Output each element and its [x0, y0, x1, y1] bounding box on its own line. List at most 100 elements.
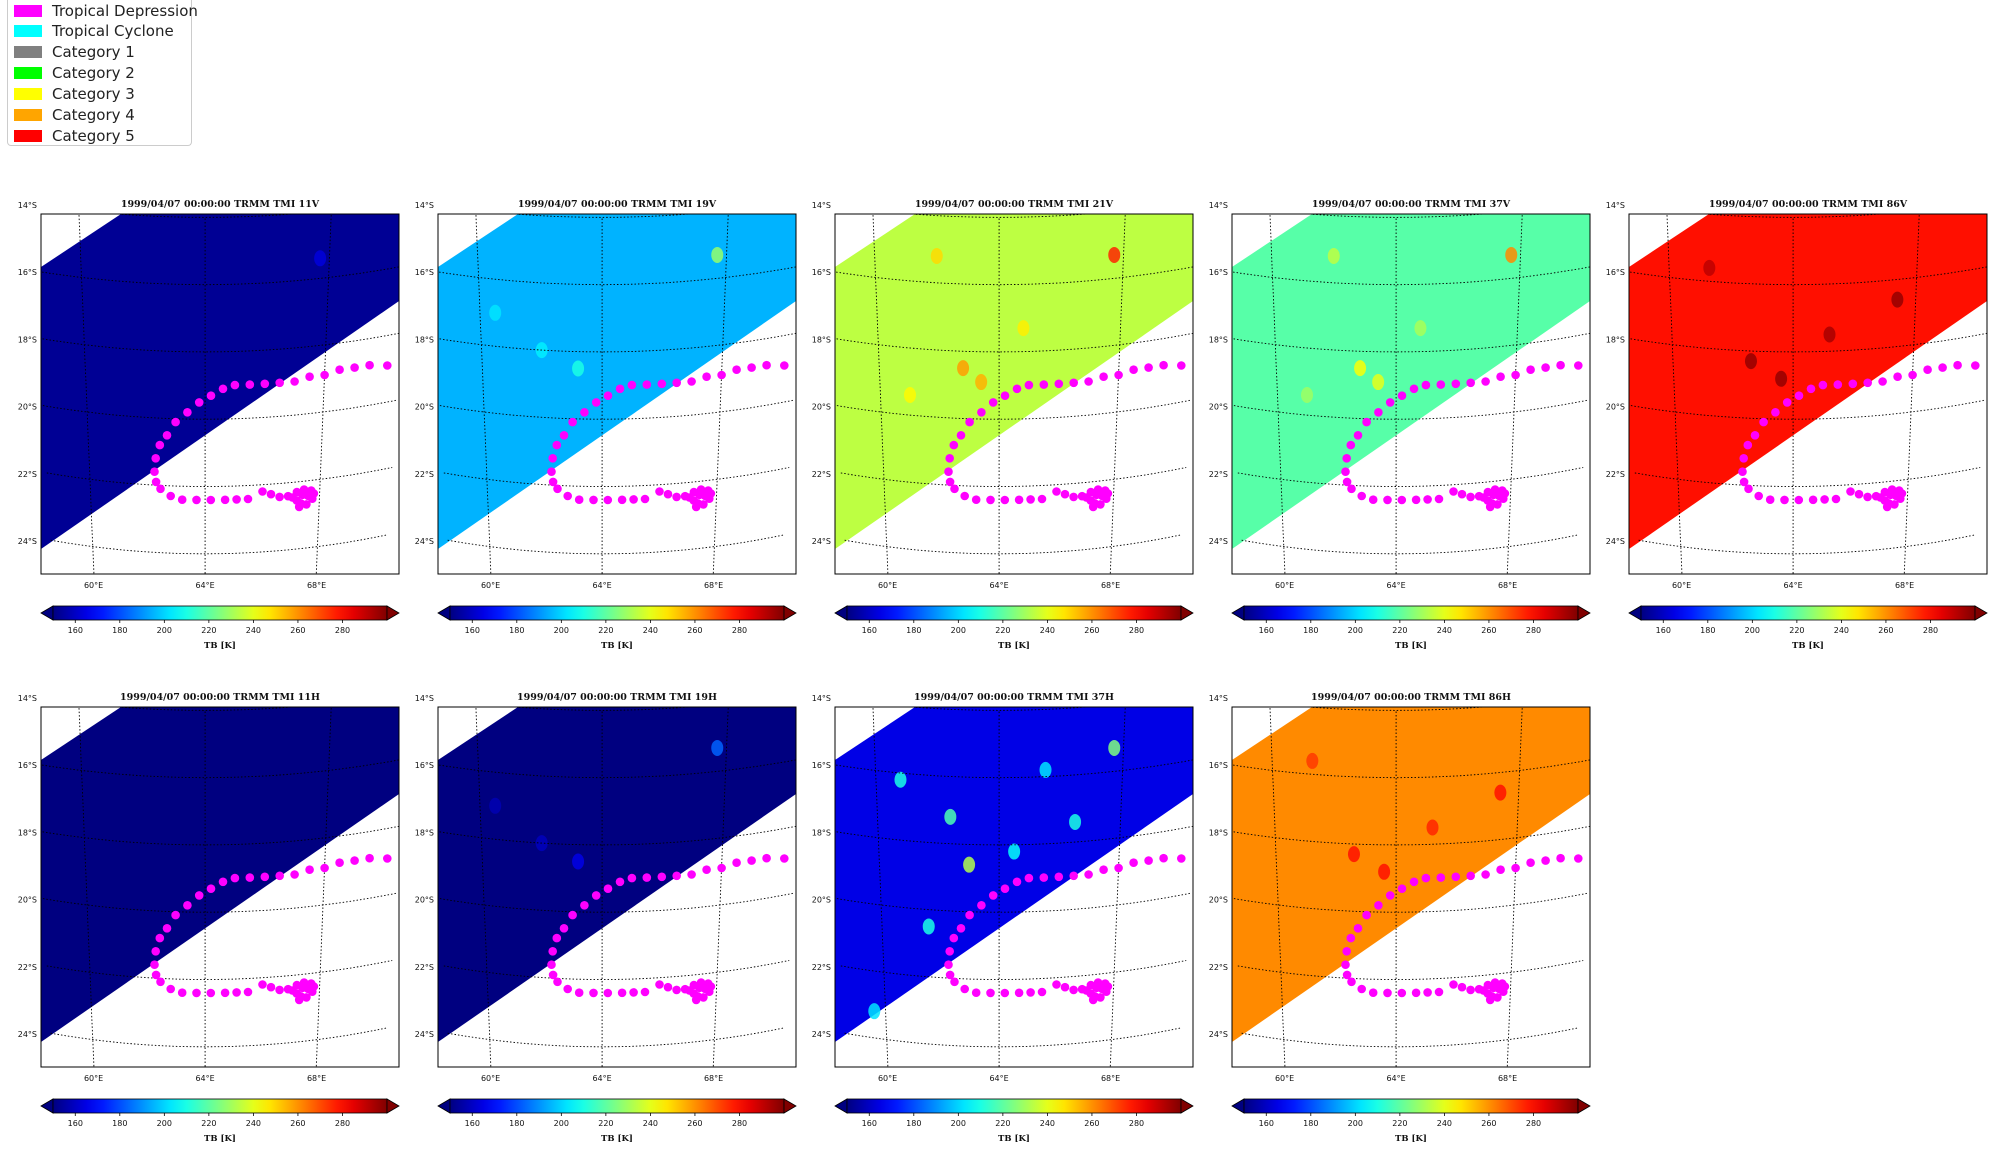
latitude-tick-label: 22°S: [18, 963, 37, 972]
track-point: [1026, 495, 1035, 504]
longitude-tick-label: 60°E: [1672, 581, 1691, 590]
colorbar-tick-label: 240: [643, 626, 658, 635]
latitude-gridline: [1232, 759, 1590, 779]
map-panel-37v: 1999/04/07 00:00:00 TRMM TMI 37V 14°S 16°S…: [1209, 199, 1591, 651]
track-point: [1069, 985, 1078, 995]
track-point: [1060, 489, 1070, 499]
track-point: [150, 467, 159, 477]
track-point: [1466, 871, 1475, 881]
track-point: [1024, 380, 1034, 390]
track-point: [1863, 492, 1872, 502]
hotspot: [1891, 291, 1904, 308]
hotspot: [572, 360, 585, 377]
track-point: [548, 970, 558, 980]
track-point: [1353, 924, 1363, 933]
track-point: [1451, 872, 1461, 882]
track-point: [965, 910, 974, 920]
panel-frame: [1628, 213, 1988, 575]
track-point: [305, 372, 314, 382]
colorbar-tick-label: 180: [906, 1119, 921, 1128]
track-point: [1436, 873, 1446, 882]
latitude-gridline: [1232, 332, 1590, 353]
track-point: [615, 384, 625, 394]
longitude-tick-label: 64°E: [989, 581, 1008, 590]
track-point: [1037, 494, 1047, 504]
latitude-tick-label: 18°S: [1606, 335, 1625, 344]
colorbar: [1243, 1098, 1579, 1114]
track-point: [1362, 910, 1371, 920]
track-point: [243, 987, 253, 997]
colorbar-extend-high: [783, 1098, 797, 1114]
track-point: [1496, 372, 1505, 382]
track-point: [1882, 502, 1892, 512]
latitude-tick-label: 20°S: [1606, 403, 1625, 412]
longitude-tick-label: 64°E: [195, 581, 214, 590]
hotspot: [489, 304, 502, 321]
track-point: [1054, 872, 1064, 882]
track-point: [700, 491, 710, 501]
track-point: [1846, 487, 1855, 496]
track-point: [1341, 960, 1350, 969]
track-point: [717, 370, 726, 380]
track-point: [150, 960, 159, 969]
colorbar-label: TB [K]: [1395, 1134, 1427, 1144]
track-point: [702, 372, 711, 382]
track-point: [177, 495, 187, 505]
colorbar-extend-high: [1577, 1098, 1591, 1114]
track-point: [950, 977, 959, 987]
panel-frame: [40, 213, 400, 575]
track-point: [1000, 988, 1010, 998]
panel-title: 1999/04/07 00:00:00 TRMM TMI 86H: [1311, 692, 1511, 703]
colorbar-tick-label: 220: [1789, 626, 1804, 635]
colorbar-extend-high: [386, 605, 400, 621]
track-point: [1750, 431, 1760, 440]
storm-category-legend: Tropical Depression Tropical Cyclone Cat…: [7, 0, 198, 146]
track-point: [986, 988, 995, 998]
track-point: [1738, 467, 1747, 477]
latitude-gridline: [1241, 534, 1579, 555]
track-point: [1097, 984, 1107, 994]
legend-label: Category 5: [52, 127, 135, 145]
track-point: [1541, 856, 1550, 865]
track-point: [288, 986, 297, 995]
track-point: [944, 467, 953, 477]
colorbar-tick-label: 180: [1700, 626, 1715, 635]
track-point: [672, 492, 681, 502]
colorbar-tick-label: 280: [335, 1119, 350, 1128]
latitude-tick-label: 24°S: [18, 1030, 37, 1039]
track-point: [1026, 988, 1035, 997]
track-point: [700, 984, 710, 994]
track-point: [156, 484, 165, 494]
hotspot: [944, 808, 957, 825]
track-point: [949, 933, 959, 943]
swath-field: [41, 707, 399, 1042]
track-point: [1353, 431, 1363, 440]
colorbar-extend-high: [1974, 605, 1988, 621]
longitude-gridline: [1109, 214, 1126, 574]
panel-plot-area: [1232, 214, 1590, 574]
track-point: [383, 361, 392, 370]
latitude-tick-label: 24°S: [1606, 537, 1625, 546]
hotspot: [1301, 386, 1314, 403]
hotspot: [1108, 246, 1121, 263]
latitude-tick-label: 14°S: [415, 201, 434, 210]
track-point: [640, 987, 650, 997]
latitude-gridline: [844, 1027, 1182, 1048]
track-point: [589, 495, 598, 505]
track-point: [1971, 361, 1980, 370]
longitude-gridline: [78, 707, 95, 1067]
track-point: [303, 491, 313, 501]
track-point: [1481, 870, 1490, 879]
track-point: [1485, 502, 1495, 512]
track-point: [1014, 988, 1024, 998]
track-point: [218, 384, 228, 394]
track-point: [1411, 988, 1421, 998]
hotspot: [1414, 320, 1427, 337]
track-point: [220, 495, 230, 505]
latitude-gridline: [447, 1027, 785, 1048]
longitude-gridline: [315, 707, 332, 1067]
track-point: [945, 454, 954, 463]
legend-swatch: [14, 25, 42, 37]
track-point: [971, 495, 981, 505]
track-point: [1794, 391, 1804, 401]
